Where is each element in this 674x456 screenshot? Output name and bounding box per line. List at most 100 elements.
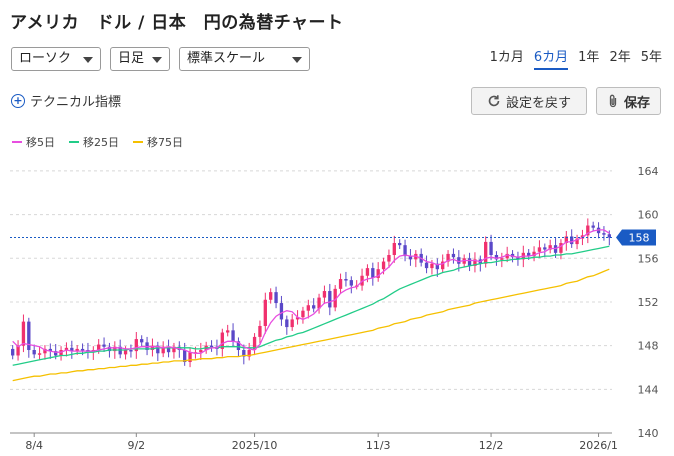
y-tick-label: 160 xyxy=(638,209,659,222)
candle xyxy=(381,261,386,270)
candle xyxy=(516,257,520,260)
technical-indicator-link[interactable]: + テクニカル指標 xyxy=(11,91,121,110)
candle xyxy=(123,350,128,355)
candle xyxy=(140,339,144,343)
candle xyxy=(532,251,536,257)
candle xyxy=(317,297,321,309)
candle xyxy=(32,350,36,355)
candle xyxy=(37,353,42,355)
refresh-icon xyxy=(488,95,500,107)
candle xyxy=(209,345,214,348)
candle xyxy=(102,344,106,347)
candle xyxy=(172,346,176,353)
candle xyxy=(312,305,316,309)
candle xyxy=(548,245,552,250)
candle xyxy=(54,351,58,356)
scale-select[interactable]: 標準スケール xyxy=(179,47,310,71)
period-2y[interactable]: 2年 xyxy=(609,50,631,65)
candlestick-chart: 140 144 148 152 156 160 164 8/4 9/2 2025/10 11/3 12… xyxy=(10,165,659,452)
candle xyxy=(607,234,611,238)
y-tick-label: 144 xyxy=(638,383,659,396)
legend-swatch xyxy=(12,141,22,143)
candle xyxy=(591,225,595,228)
candle xyxy=(129,350,133,352)
candle xyxy=(575,238,579,245)
chart-legend: 移5日 移25日 移75日 xyxy=(12,134,183,150)
ma75-line xyxy=(12,268,610,382)
interval-value: 日足 xyxy=(118,51,145,66)
candle xyxy=(365,268,370,276)
legend-swatch xyxy=(69,141,79,143)
candle xyxy=(113,346,117,352)
candle xyxy=(489,241,493,256)
candle xyxy=(269,292,273,300)
candle xyxy=(183,350,187,363)
candle xyxy=(295,317,300,320)
candle xyxy=(199,350,203,353)
candle xyxy=(543,247,547,250)
candle xyxy=(333,288,337,308)
candle xyxy=(424,262,429,269)
y-tick-label: 156 xyxy=(638,252,659,265)
y-tick-label: 164 xyxy=(638,165,659,178)
legend-swatch xyxy=(133,141,143,143)
candle xyxy=(306,305,310,311)
candle xyxy=(252,336,257,351)
legend-label: 移75日 xyxy=(147,136,183,149)
candle xyxy=(435,263,439,270)
technical-indicator-label: テクニカル指標 xyxy=(30,95,122,110)
chart-type-select[interactable]: ローソク xyxy=(11,47,101,71)
candle xyxy=(559,242,563,253)
candle xyxy=(27,321,31,351)
period-1y[interactable]: 1年 xyxy=(578,50,600,65)
interval-select[interactable]: 日足 xyxy=(110,47,170,71)
candle xyxy=(398,242,402,246)
candle xyxy=(537,247,542,252)
candle xyxy=(236,341,241,351)
candle xyxy=(457,257,461,264)
candle xyxy=(279,303,284,320)
candle xyxy=(586,225,590,236)
candle xyxy=(290,319,294,328)
candle xyxy=(226,330,230,333)
candle xyxy=(97,344,101,351)
legend-item-ma75: 移75日 xyxy=(133,134,183,150)
page-title: アメリカ ドル / 日本 円の為替チャート xyxy=(10,13,344,33)
candle xyxy=(570,236,574,245)
candle xyxy=(376,269,380,278)
candle xyxy=(451,253,456,258)
candle xyxy=(48,348,52,352)
period-tabs: 1カ月 6カ月 1年 2年 5年 xyxy=(490,46,662,70)
candle xyxy=(156,345,160,354)
candle xyxy=(16,345,20,356)
chevron-down-icon xyxy=(83,57,93,63)
reset-settings-button[interactable]: 設定を戻す xyxy=(471,87,587,115)
period-5y[interactable]: 5年 xyxy=(640,50,662,65)
candle xyxy=(220,332,224,349)
candle xyxy=(43,348,47,354)
period-6m[interactable]: 6カ月 xyxy=(533,46,569,70)
y-tick-label: 140 xyxy=(638,427,659,440)
candle xyxy=(527,252,531,257)
candle xyxy=(387,255,391,262)
candle xyxy=(446,253,450,262)
y-tick-label: 148 xyxy=(638,340,659,353)
y-tick-label: 152 xyxy=(638,296,659,309)
candle xyxy=(494,255,499,260)
save-button[interactable]: 保存 xyxy=(596,87,661,115)
candle xyxy=(430,263,434,269)
legend-item-ma25: 移25日 xyxy=(69,134,119,150)
x-tick-label: 2025/10 xyxy=(232,439,278,452)
x-tick-label: 8/4 xyxy=(25,439,43,452)
candle xyxy=(484,241,488,264)
candle xyxy=(392,242,396,256)
candle xyxy=(322,291,327,298)
chevron-down-icon xyxy=(152,57,162,63)
x-tick-label: 12/2 xyxy=(479,439,504,452)
candle xyxy=(301,310,305,318)
period-1m[interactable]: 1カ月 xyxy=(489,50,524,65)
candle xyxy=(188,352,192,363)
legend-label: 移5日 xyxy=(26,136,55,149)
candle xyxy=(274,292,278,304)
ma5-line xyxy=(12,229,610,354)
